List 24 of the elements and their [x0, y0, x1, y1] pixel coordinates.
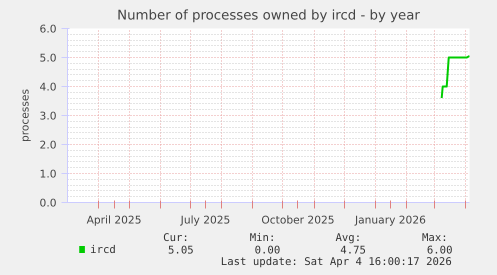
text: Avg: [335, 231, 362, 244]
line-series [440, 55, 470, 100]
text: 5.05 [168, 244, 194, 256]
x-tick-label: July 2025 [180, 214, 230, 226]
text: Last update: Sat Apr 4 16:00:17 2026 [220, 255, 452, 268]
text: Cur: [163, 231, 189, 244]
chart-title: Number of processes owned by ircd - by year [117, 8, 420, 24]
y-tick-label: 1.0 [40, 168, 57, 180]
text: Max: [422, 231, 448, 244]
y-tick-label: 6.0 [40, 22, 57, 36]
y-tick-label: 2.0 [40, 138, 57, 152]
y-tick-label: 4.0 [40, 80, 57, 94]
text: Min: [250, 231, 276, 244]
x-tick-label: January 2026 [354, 214, 426, 226]
y-axis-title: processes [18, 88, 32, 142]
legend-label: ircd [90, 243, 116, 256]
x-tick-label: April 2025 [86, 214, 142, 226]
text: 0.00 [254, 244, 280, 256]
y-tick-label: 3.0 [40, 110, 57, 122]
text: 4.75 [340, 244, 366, 256]
y-tick-label: 0.0 [40, 196, 57, 210]
x-tick-label: October 2025 [261, 214, 335, 226]
y-tick-label: 5.0 [40, 52, 57, 64]
text: 6.00 [426, 244, 453, 256]
